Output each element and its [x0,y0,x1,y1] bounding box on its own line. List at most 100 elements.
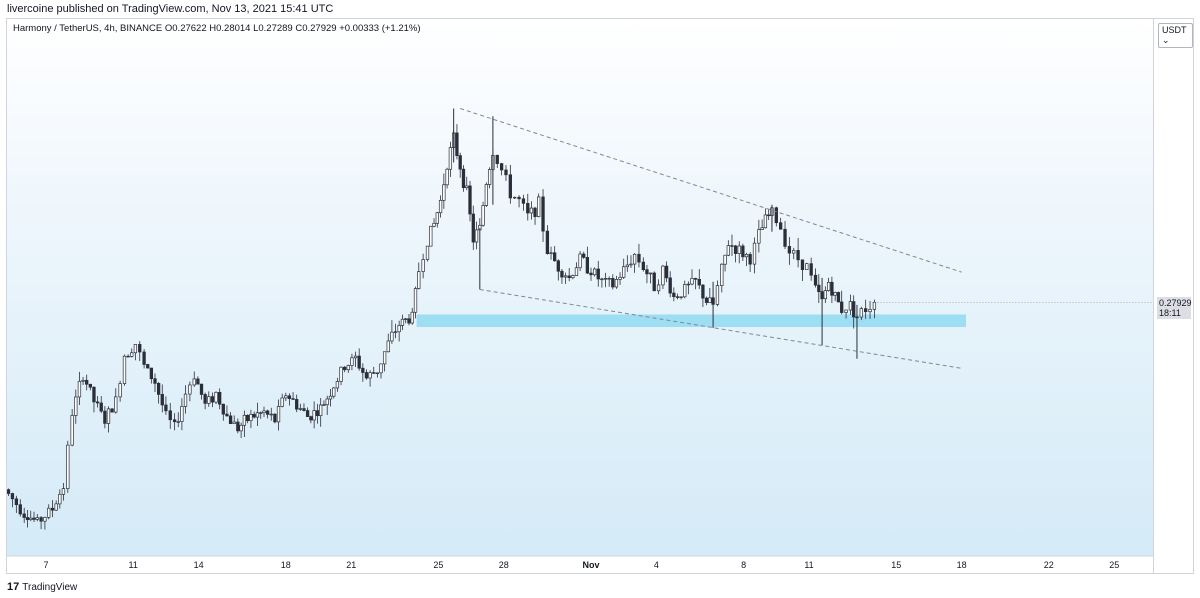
candle-body [176,421,180,423]
candle-body [852,301,856,318]
candle-body [74,396,78,416]
price-axis[interactable] [1153,19,1193,573]
candle-body [61,488,66,495]
candle-body [118,383,122,398]
candle-body [110,408,114,413]
candle-body [823,290,827,300]
candle-body [458,155,462,170]
upper-trendline[interactable] [460,108,962,273]
candle-body [563,275,568,278]
candle-body [589,272,593,276]
candle-body [199,383,204,395]
candle-body [269,413,273,416]
candle-body [541,196,545,232]
candle-body [708,297,712,303]
candle-body [379,363,383,374]
candle-body [312,410,316,421]
candle-body [10,493,15,500]
candle-body [246,414,250,422]
candle-body [556,260,560,272]
candle-body [723,254,727,265]
candle-body [346,365,350,371]
time-tick-label: Nov [582,560,599,570]
candle-body [813,274,818,286]
candle-body [95,401,100,404]
candle-body [438,199,443,214]
published-text: livercoine published on TradingView.com,… [7,3,334,15]
candle-body [236,421,240,432]
candle-body [196,378,200,385]
candle-body [249,413,253,422]
candle-body [679,296,683,298]
candle-body [138,344,142,353]
candle-body [168,410,172,421]
time-tick-label: 15 [891,560,901,570]
candle-body [85,379,89,385]
candle-body [664,265,669,279]
candle-body [693,278,698,280]
candle-body [435,212,439,224]
candle-body [442,184,446,201]
candle-body [413,288,418,313]
candle-body [533,207,537,217]
candle-body [400,318,405,326]
candle-body [529,207,534,214]
candle-body [715,285,720,305]
candle-body [495,154,499,164]
support-zone[interactable] [416,314,966,327]
candle-body [607,278,611,280]
candle-body [805,263,809,270]
time-axis[interactable] [7,556,1153,574]
footer: 17 TradingView [0,576,1200,598]
candle-body [830,281,834,296]
candle-body [625,264,629,268]
currency-selector[interactable]: USDT ⌄ [1158,23,1193,48]
candle-body [637,253,641,263]
lower-trendline[interactable] [479,288,962,369]
candle-body [697,278,701,286]
candle-body [397,325,401,333]
chevron-down-icon: ⌄ [1162,35,1170,45]
candle-body [737,245,741,254]
candle-body [153,378,157,384]
time-tick-label: 7 [43,560,48,570]
candle-body [225,413,229,417]
tradingview-logo-icon: 17 [7,581,20,593]
tradingview-logo[interactable]: 17 TradingView [7,581,77,593]
candle-body [92,386,96,403]
candle-body [521,198,526,204]
candle-body [280,397,284,407]
price-chart[interactable]: 0.400000.380000.360000.340000.320000.300… [7,19,1193,573]
candle-body [545,230,550,255]
candle-body [39,517,43,522]
candle-body [417,271,421,289]
candle-body [126,355,130,358]
candle-body [332,387,336,397]
candle-body [122,355,127,384]
candle-body [730,245,734,247]
candle-body [592,268,597,276]
candle-body [214,391,218,403]
candle-body [142,351,146,365]
candle-body [748,254,752,265]
candle-body [872,302,877,310]
candle-body [675,296,680,298]
candle-body [763,214,768,229]
candle-body [461,168,466,189]
candle-body [66,444,70,489]
candle-body [809,263,813,276]
candle-body [284,395,288,399]
candle-body [840,301,844,313]
chart-frame[interactable]: 0.400000.380000.360000.340000.320000.300… [6,18,1194,574]
candle-body [844,309,848,313]
candle-body [7,489,11,494]
candle-body [481,205,485,226]
candle-body [864,308,868,313]
time-tick-label: 25 [1109,560,1119,570]
candle-body [779,222,783,230]
candle-body [752,242,757,265]
candle-body [614,279,619,288]
candle-body [22,513,26,518]
candle-body [517,196,521,200]
candle-body [648,272,653,275]
